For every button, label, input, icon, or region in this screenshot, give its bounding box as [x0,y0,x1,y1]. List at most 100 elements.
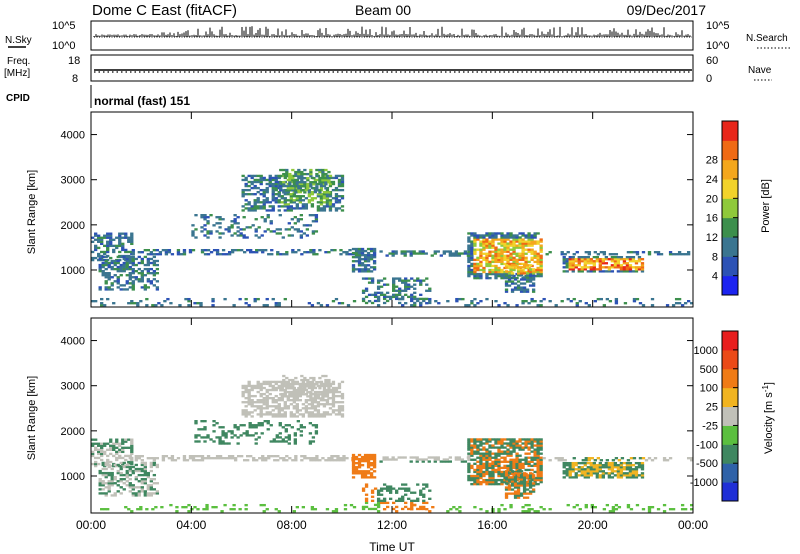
echo-cell [101,492,105,495]
echo-cell [110,282,114,285]
colorbar-tick-label-1-7: -1000 [690,477,718,489]
echo-cell [140,488,144,491]
echo-cell [473,452,477,455]
echo-cell [598,270,602,273]
echo-cell [507,274,512,277]
echo-cell [388,295,393,299]
echo-cell [595,468,599,471]
echo-cell [500,472,504,476]
echo-cell [589,461,593,465]
echo-cell [530,244,534,247]
echo-cell [586,270,590,273]
echo-cell [241,390,245,394]
echo-cell [583,464,587,467]
echo-cell [287,234,291,237]
echo-cell [253,178,257,182]
echo-cell [91,236,95,239]
echo-cell [482,466,486,470]
echo-cell [143,473,147,477]
echo-cell [286,407,290,410]
echo-cell [258,457,262,460]
echo-cell [131,257,135,261]
echo-cell [539,444,543,447]
echo-cell [584,457,588,460]
echo-cell [366,461,371,465]
echo-cell [269,230,273,233]
echo-cell [512,458,516,461]
echo-cell [363,457,368,461]
echo-cell [304,207,309,210]
echo-cell [601,258,606,261]
echo-cell [131,492,135,495]
echo-cell [507,488,512,491]
echo-cell [286,207,290,210]
echo-cell [309,174,313,178]
echo-cell [256,405,260,408]
echo-cell [522,264,527,267]
echo-cell [312,251,316,254]
echo-cell [473,506,477,509]
echo-cell [191,230,195,233]
echo-cell [146,257,150,261]
echo-cell [494,272,498,276]
echo-cell [497,238,501,241]
echo-cell [284,430,288,433]
echo-cell [131,469,135,473]
echo-cell [155,272,160,275]
echo-cell [286,405,290,408]
echo-cell [382,277,387,280]
echo-cell [521,232,525,235]
echo-cell [170,457,175,460]
echo-cell [167,251,172,254]
echo-cell [125,288,129,291]
echo-cell [509,240,513,243]
echo-cell [249,454,253,458]
echo-cell [251,224,255,227]
echo-cell [164,251,169,254]
echo-cell [470,482,474,486]
echo-cell [595,260,599,263]
echo-cell [104,482,108,485]
echo-cell [530,250,534,253]
echo-cell [631,474,636,477]
echo-cell [506,248,510,251]
echo-cell [331,510,336,513]
echo-cell [519,480,524,483]
echo-cell [410,506,414,509]
echo-cell [485,252,489,255]
echo-cell [683,253,688,256]
echo-cell [107,288,111,291]
echo-cell [206,457,211,460]
echo-cell [124,454,128,458]
echo-cell [286,399,290,402]
echo-cell [116,286,120,289]
echo-cell [485,262,489,266]
echo-cell [325,304,330,307]
echo-cell [366,253,371,257]
echo-cell [488,246,492,249]
echo-cell [125,259,129,263]
echo-cell [500,244,504,247]
echo-cell [241,209,245,212]
echo-cell [327,380,331,384]
echo-cell [686,253,691,256]
echo-cell [91,450,95,454]
echo-cell [104,274,108,277]
echo-cell [294,376,298,380]
echo-cell [115,452,119,456]
echo-cell [131,276,135,279]
noise-sky-series [93,26,691,37]
echo-cell [382,497,387,500]
echo-cell [528,480,533,483]
echo-cell [194,434,198,437]
echo-cell [467,272,471,276]
echo-cell [285,191,289,194]
echo-cell [363,249,368,253]
echo-cell [583,255,587,259]
echo-cell [294,389,298,392]
echo-cell [112,250,116,254]
echo-cell [530,440,534,443]
echo-cell [298,190,302,194]
echo-cell [525,264,530,267]
echo-cell [525,290,530,293]
